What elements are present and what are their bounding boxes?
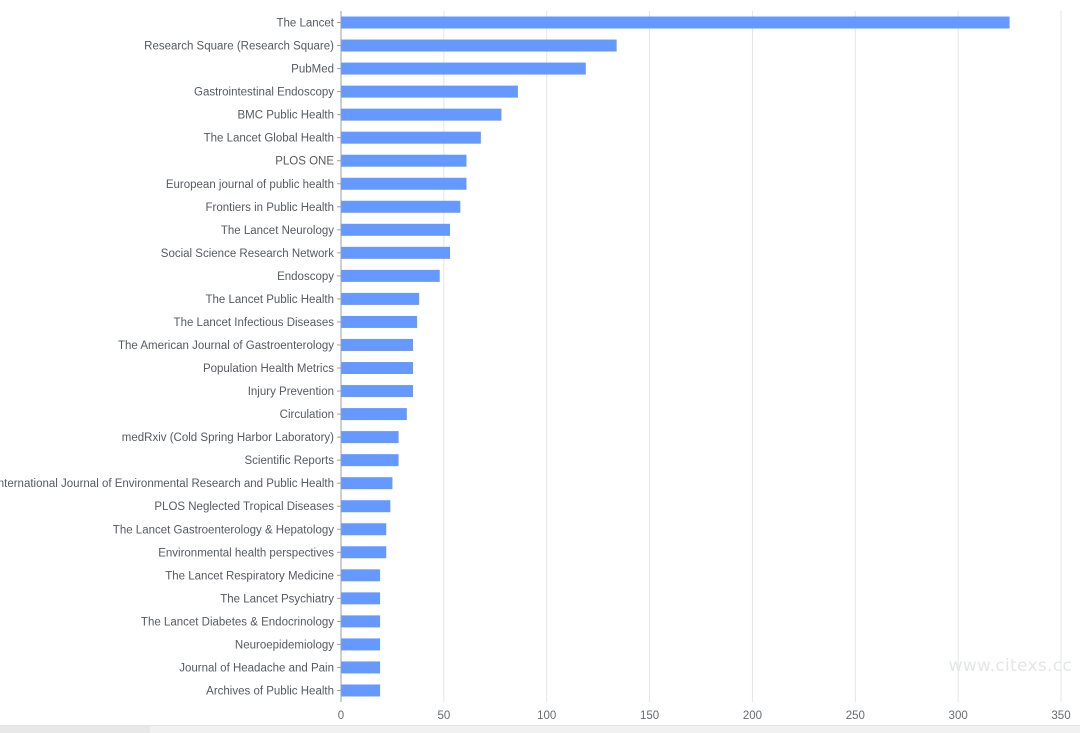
category-label: Archives of Public Health [206, 685, 334, 697]
bar[interactable] [341, 269, 440, 282]
category-label: Neuroepidemiology [235, 639, 334, 651]
bottom-scrollbar[interactable] [0, 725, 1080, 733]
grid-lines [443, 11, 1062, 702]
category-label: Social Science Research Network [161, 248, 334, 260]
bar[interactable] [341, 546, 387, 559]
category-label: Scientific Reports [245, 455, 335, 467]
bar[interactable] [341, 615, 381, 628]
category-label: Environmental health perspectives [158, 547, 334, 559]
bar[interactable] [341, 569, 381, 582]
bar[interactable] [341, 315, 418, 328]
bar[interactable] [341, 454, 399, 467]
bar[interactable] [341, 523, 387, 536]
bar[interactable] [341, 85, 518, 98]
x-tick-label: 300 [949, 710, 968, 722]
bar[interactable] [341, 200, 461, 213]
category-label: Population Health Metrics [203, 363, 334, 375]
bar[interactable] [341, 385, 413, 398]
bar[interactable] [341, 638, 381, 651]
x-tick-label: 250 [846, 710, 865, 722]
bar[interactable] [341, 338, 413, 351]
x-tick-labels: 0 50 100 150 200 250 300 350 [338, 710, 1071, 722]
category-label: Journal of Headache and Pain [179, 662, 334, 674]
bar[interactable] [341, 661, 381, 674]
category-label: Frontiers in Public Health [206, 202, 334, 214]
category-label: PLOS ONE [275, 156, 334, 168]
x-tick-label: 350 [1051, 710, 1070, 722]
bar[interactable] [341, 131, 481, 144]
bar[interactable] [341, 154, 467, 167]
category-label: PubMed [291, 64, 334, 76]
category-label: Injury Prevention [248, 386, 334, 398]
category-label: The Lancet Neurology [221, 225, 334, 237]
bar[interactable] [341, 684, 381, 697]
category-label: The Lancet Global Health [204, 133, 334, 145]
bar[interactable] [341, 246, 451, 259]
bar[interactable] [341, 177, 467, 190]
bar[interactable] [341, 477, 393, 490]
bar[interactable] [341, 592, 381, 605]
category-label: European journal of public health [166, 179, 334, 191]
category-label: PLOS Neglected Tropical Diseases [154, 501, 334, 513]
bar[interactable] [341, 362, 413, 375]
category-label: The Lancet Public Health [206, 294, 335, 306]
category-label: The Lancet Infectious Diseases [174, 317, 335, 329]
category-label: BMC Public Health [237, 110, 334, 122]
category-label: medRxiv (Cold Spring Harbor Laboratory) [122, 432, 334, 444]
x-tick-label: 100 [537, 710, 556, 722]
scrollbar-thumb[interactable] [0, 726, 150, 733]
bar[interactable] [341, 223, 451, 236]
x-tick-label: 0 [338, 710, 344, 722]
watermark: www.citexs.cc [948, 656, 1072, 676]
category-labels: The Lancet Research Square (Research Squa… [0, 18, 341, 697]
bar[interactable] [341, 39, 617, 52]
x-tick-label: 200 [743, 710, 762, 722]
category-label: The American Journal of Gastroenterology [118, 340, 334, 352]
bar[interactable] [341, 62, 586, 75]
bar[interactable] [341, 431, 399, 444]
category-label: Gastrointestinal Endoscopy [194, 87, 334, 99]
bar[interactable] [341, 16, 1010, 29]
x-tick-label: 150 [640, 710, 659, 722]
bar[interactable] [341, 500, 391, 513]
category-label: Circulation [280, 409, 334, 421]
category-label: The Lancet Respiratory Medicine [165, 570, 334, 582]
bar[interactable] [341, 408, 407, 421]
bar[interactable] [341, 108, 502, 121]
x-tick-label: 50 [437, 710, 450, 722]
category-label: The Lancet [276, 18, 334, 30]
category-label: The Lancet Gastroenterology & Hepatology [113, 524, 334, 536]
category-label: Endoscopy [277, 271, 334, 283]
category-label: The Lancet Diabetes & Endocrinology [141, 616, 334, 628]
category-label: International Journal of Environmental R… [0, 478, 334, 490]
category-label: The Lancet Psychiatry [220, 593, 334, 605]
category-label: Research Square (Research Square) [144, 41, 334, 53]
bars [341, 16, 1010, 697]
bar[interactable] [341, 292, 420, 305]
